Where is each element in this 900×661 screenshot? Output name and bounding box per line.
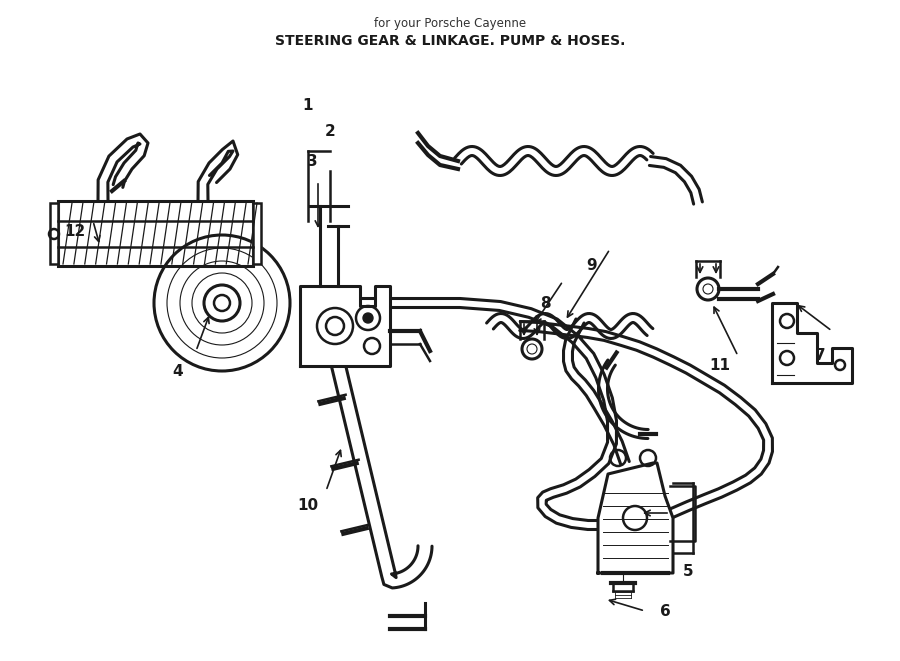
Circle shape: [363, 313, 373, 323]
Text: 7: 7: [814, 348, 825, 364]
Polygon shape: [598, 463, 673, 573]
Text: 11: 11: [709, 358, 731, 373]
Text: 9: 9: [587, 258, 598, 274]
Bar: [253, 203, 261, 264]
Text: 2: 2: [325, 124, 336, 139]
Text: 8: 8: [540, 295, 550, 311]
Text: for your Porsche Cayenne: for your Porsche Cayenne: [374, 17, 526, 30]
Bar: [50, 203, 58, 264]
Text: 3: 3: [307, 153, 318, 169]
Text: 4: 4: [173, 364, 184, 379]
Text: 5: 5: [683, 563, 693, 578]
Polygon shape: [300, 286, 390, 366]
Bar: [58, 201, 253, 266]
Bar: [50, 203, 58, 264]
Text: 12: 12: [65, 223, 86, 239]
Text: 1: 1: [302, 98, 313, 114]
Text: 10: 10: [297, 498, 319, 514]
Polygon shape: [772, 303, 852, 383]
Bar: [253, 203, 261, 264]
Text: 6: 6: [660, 603, 670, 619]
Text: STEERING GEAR & LINKAGE. PUMP & HOSES.: STEERING GEAR & LINKAGE. PUMP & HOSES.: [274, 34, 626, 48]
